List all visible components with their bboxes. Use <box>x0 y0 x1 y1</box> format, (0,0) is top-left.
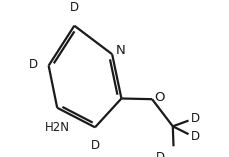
Text: D: D <box>191 130 200 143</box>
Text: D: D <box>90 139 99 152</box>
Text: D: D <box>191 112 200 125</box>
Text: D: D <box>155 151 164 157</box>
Text: N: N <box>115 44 125 57</box>
Text: D: D <box>69 1 79 14</box>
Text: O: O <box>153 91 164 104</box>
Text: H2N: H2N <box>45 121 69 134</box>
Text: D: D <box>28 58 38 71</box>
